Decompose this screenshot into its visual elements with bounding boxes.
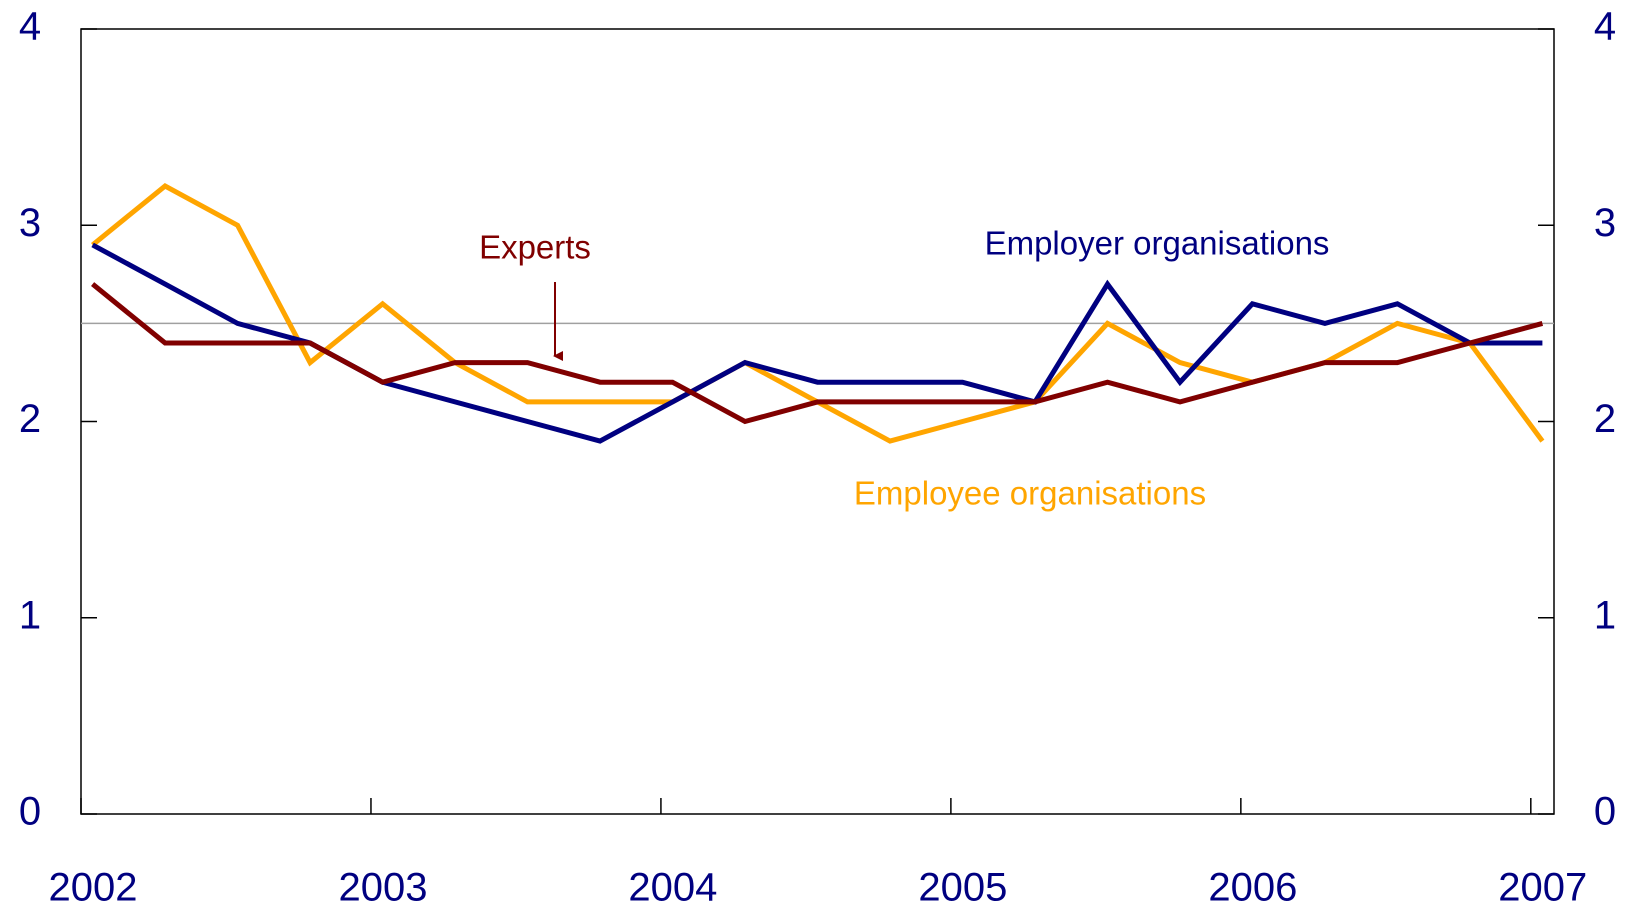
y-tick-label: 0 [19,790,41,834]
x-tick-label: 2004 [628,866,717,910]
y2-tick-label: 0 [1594,790,1616,834]
series-label: Experts [479,229,591,266]
y2-tick-label: 4 [1594,5,1616,49]
series-line [91,282,1544,425]
x-tick-label: 2005 [918,866,1007,910]
y-tick-label: 2 [19,397,41,441]
y2-tick-label: 2 [1594,397,1616,441]
x-tick-label: 2007 [1498,866,1587,910]
y-tick-label: 1 [19,593,41,637]
y2-tick-label: 3 [1594,201,1616,245]
y-tick-label: 4 [19,5,41,49]
x-tick-label: 2006 [1208,866,1297,910]
x-tick-label: 2003 [338,866,427,910]
plot-frame [80,28,1555,815]
y2-tick-label: 1 [1594,593,1616,637]
series-label: Employee organisations [854,475,1206,512]
x-tick-label: 2002 [49,866,138,910]
series-label: Employer organisations [985,225,1330,262]
y-tick-label: 3 [19,201,41,245]
